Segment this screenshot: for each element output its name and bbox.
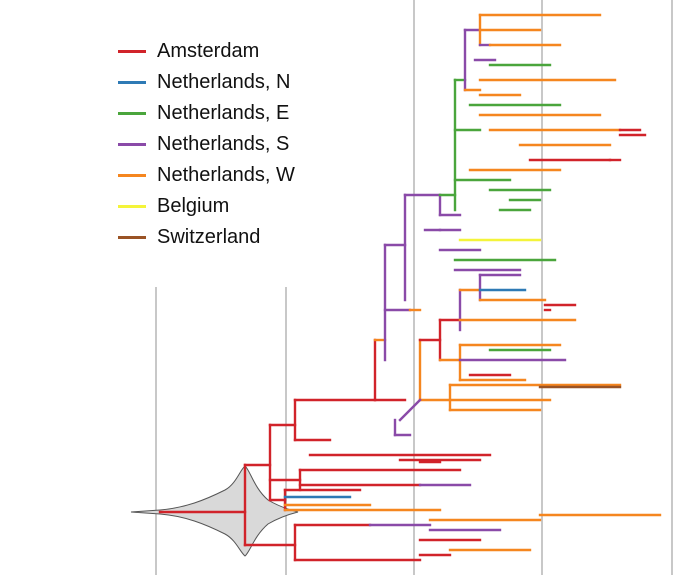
legend-swatch	[118, 143, 146, 146]
legend-swatch	[118, 174, 146, 177]
legend-item-netherlands-w: Netherlands, W	[118, 160, 295, 191]
tree-branch	[398, 398, 422, 422]
legend-swatch	[118, 112, 146, 115]
legend-item-switzerland: Switzerland	[118, 222, 295, 253]
legend-label: Amsterdam	[157, 40, 260, 62]
legend-label: Switzerland	[157, 226, 261, 248]
tree-branches	[158, 13, 662, 562]
legend-label: Netherlands, W	[157, 164, 295, 186]
legend-item-netherlands-e: Netherlands, E	[118, 98, 295, 129]
legend-swatch	[118, 50, 146, 53]
legend-label: Netherlands, E	[157, 102, 290, 124]
legend-label: Belgium	[157, 195, 230, 217]
legend-item-netherlands-s: Netherlands, S	[118, 129, 295, 160]
legend: Amsterdam Netherlands, N Netherlands, E …	[118, 36, 295, 253]
legend-item-netherlands-n: Netherlands, N	[118, 67, 295, 98]
legend-swatch	[118, 236, 146, 239]
legend-item-amsterdam: Amsterdam	[118, 36, 295, 67]
time-gridlines	[155, 0, 673, 575]
legend-item-belgium: Belgium	[118, 191, 295, 222]
legend-label: Netherlands, N	[157, 71, 291, 93]
legend-label: Netherlands, S	[157, 133, 290, 155]
legend-swatch	[118, 205, 146, 208]
legend-swatch	[118, 81, 146, 84]
